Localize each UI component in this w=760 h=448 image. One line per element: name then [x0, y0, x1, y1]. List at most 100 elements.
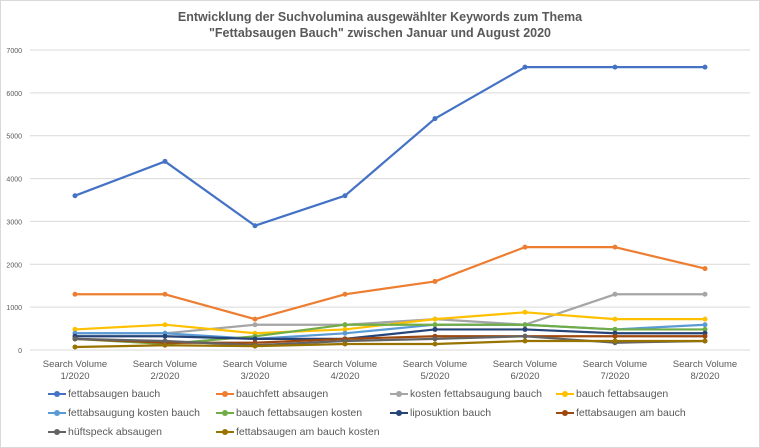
legend-marker-icon [556, 389, 574, 399]
x-tick-label: Search Volume [493, 359, 557, 370]
legend-label: fettabsaugen am bauch [576, 407, 686, 419]
data-point [162, 322, 168, 328]
data-point [252, 336, 258, 342]
legend-marker-icon [48, 427, 66, 437]
y-tick-label: 6000 [6, 91, 22, 98]
y-tick-label: 5000 [6, 134, 22, 141]
data-point [702, 266, 708, 272]
data-point [522, 333, 528, 339]
y-tick-label: 4000 [6, 177, 22, 184]
legend-marker-icon [390, 389, 408, 399]
x-tick-label: Search Volume [403, 359, 467, 370]
x-tick-label: 8/2020 [690, 371, 719, 382]
data-point [432, 341, 438, 347]
data-point [342, 326, 348, 332]
legend-marker-icon [48, 389, 66, 399]
data-point [612, 326, 618, 332]
data-point [702, 338, 708, 344]
y-tick-label: 2000 [6, 262, 22, 269]
data-point [522, 326, 528, 332]
x-tick-label: 5/2020 [420, 371, 449, 382]
data-point [342, 341, 348, 347]
data-point [522, 64, 528, 70]
x-tick-label: 6/2020 [510, 371, 539, 382]
y-tick-label: 0 [18, 348, 22, 355]
data-point [72, 344, 78, 350]
y-tick-label: 1000 [6, 305, 22, 312]
legend-item: kosten fettabsaugung bauch [390, 388, 542, 400]
data-point [252, 322, 258, 328]
data-point [252, 343, 258, 349]
legend-item: bauchfett absaugen [216, 388, 328, 400]
x-tick-label: 2/2020 [150, 371, 179, 382]
x-tick-label: Search Volume [313, 359, 377, 370]
data-point [252, 316, 258, 322]
legend-label: bauchfett absaugen [236, 388, 329, 400]
legend-label: liposuktion bauch [410, 407, 492, 419]
legend-item: hüftspeck absaugen [48, 426, 162, 438]
legend-item: fettabsaugung kosten bauch [48, 407, 200, 419]
x-tick-label: Search Volume [583, 359, 647, 370]
data-point [522, 338, 528, 344]
legend-marker-icon [216, 389, 234, 399]
data-point [162, 291, 168, 297]
data-point [522, 244, 528, 250]
data-point [432, 326, 438, 332]
data-point [522, 309, 528, 315]
data-point [612, 338, 618, 344]
legend-item: bauch fettabsaugen [556, 388, 668, 400]
data-point [702, 291, 708, 297]
legend-item: fettabsaugen am bauch [556, 407, 686, 419]
data-point [72, 336, 78, 342]
data-point [702, 326, 708, 332]
data-point [612, 291, 618, 297]
series-line-2 [75, 293, 705, 335]
data-point [432, 316, 438, 322]
legend-marker-icon [556, 408, 574, 418]
legend-label: fettabsaugen bauch [68, 388, 161, 400]
y-tick-label: 7000 [6, 48, 22, 55]
legend-item: fettabsaugen am bauch kosten [216, 426, 380, 438]
data-point [432, 322, 438, 328]
x-tick-label: 3/2020 [240, 371, 269, 382]
x-tick-label: 1/2020 [60, 371, 89, 382]
legend-marker-icon [216, 427, 234, 437]
data-point [162, 342, 168, 348]
data-point [162, 338, 168, 344]
chart-title: Entwicklung der Suchvolumina ausgewählte… [177, 10, 583, 24]
data-point [702, 64, 708, 70]
data-point [72, 291, 78, 297]
series-line-0 [74, 66, 705, 227]
data-point [702, 316, 708, 322]
legend-label: bauch fettabsaugen [576, 388, 669, 400]
x-tick-label: Search Volume [223, 359, 287, 370]
legend-marker-icon [390, 408, 408, 418]
data-point [342, 193, 348, 199]
data-point [432, 116, 438, 122]
legend-label: bauch fettabsaugen kosten [236, 407, 363, 419]
data-point [162, 333, 168, 339]
data-point [612, 64, 618, 70]
plot-area: 0 1000 2000 3000 4000 5000 6000 7000 Search Volu… [6, 48, 750, 382]
data-point [612, 244, 618, 250]
legend-label: kosten fettabsaugung bauch [410, 388, 542, 400]
data-point [72, 326, 78, 332]
data-point [702, 333, 708, 339]
legend-item: bauch fettabsaugen kosten [216, 407, 362, 419]
data-point [342, 330, 348, 336]
legend-label: hüftspeck absaugen [68, 426, 162, 438]
data-point [612, 333, 618, 339]
data-point [432, 278, 438, 284]
data-point [612, 316, 618, 322]
legend-item: fettabsaugen bauch [48, 388, 160, 400]
x-tick-label: 7/2020 [600, 371, 629, 382]
data-point [522, 322, 528, 328]
x-tick-label: Search Volume [673, 359, 737, 370]
series-line-1 [75, 246, 706, 321]
data-point [252, 223, 258, 229]
x-tick-label: Search Volume [133, 359, 197, 370]
legend-label: fettabsaugung kosten bauch [68, 407, 200, 419]
legend-label: fettabsaugen am bauch kosten [236, 426, 380, 438]
data-point [702, 322, 708, 328]
legend-marker-icon [48, 408, 66, 418]
